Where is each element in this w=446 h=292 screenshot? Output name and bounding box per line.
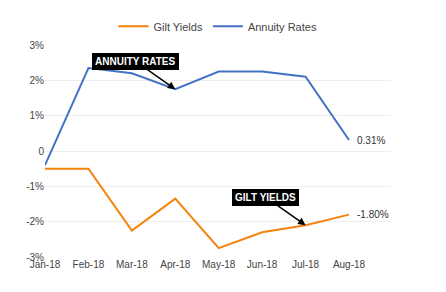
- svg-text:Jan-18: Jan-18: [30, 259, 61, 270]
- svg-text:Feb-18: Feb-18: [73, 259, 105, 270]
- svg-text:Aug-18: Aug-18: [333, 259, 366, 270]
- svg-text:0: 0: [38, 146, 44, 157]
- svg-text:0.31%: 0.31%: [357, 135, 385, 146]
- svg-text:-3%: -3%: [26, 252, 44, 263]
- svg-text:-1%: -1%: [26, 181, 44, 192]
- svg-text:Jun-18: Jun-18: [247, 259, 278, 270]
- svg-text:Annuity Rates: Annuity Rates: [248, 21, 317, 33]
- svg-text:-1.80%: -1.80%: [357, 209, 389, 220]
- svg-text:-2%: -2%: [26, 216, 44, 227]
- svg-text:Jul-18: Jul-18: [292, 259, 320, 270]
- svg-text:1%: 1%: [30, 110, 45, 121]
- svg-text:May-18: May-18: [202, 259, 236, 270]
- svg-text:ANNUITY RATES: ANNUITY RATES: [95, 56, 176, 67]
- svg-text:Gilt Yields: Gilt Yields: [154, 21, 203, 33]
- svg-text:Mar-18: Mar-18: [116, 259, 148, 270]
- svg-text:Apr-18: Apr-18: [160, 259, 190, 270]
- svg-text:2%: 2%: [30, 75, 45, 86]
- svg-text:3%: 3%: [30, 40, 45, 51]
- svg-text:GILT YIELDS: GILT YIELDS: [235, 192, 296, 203]
